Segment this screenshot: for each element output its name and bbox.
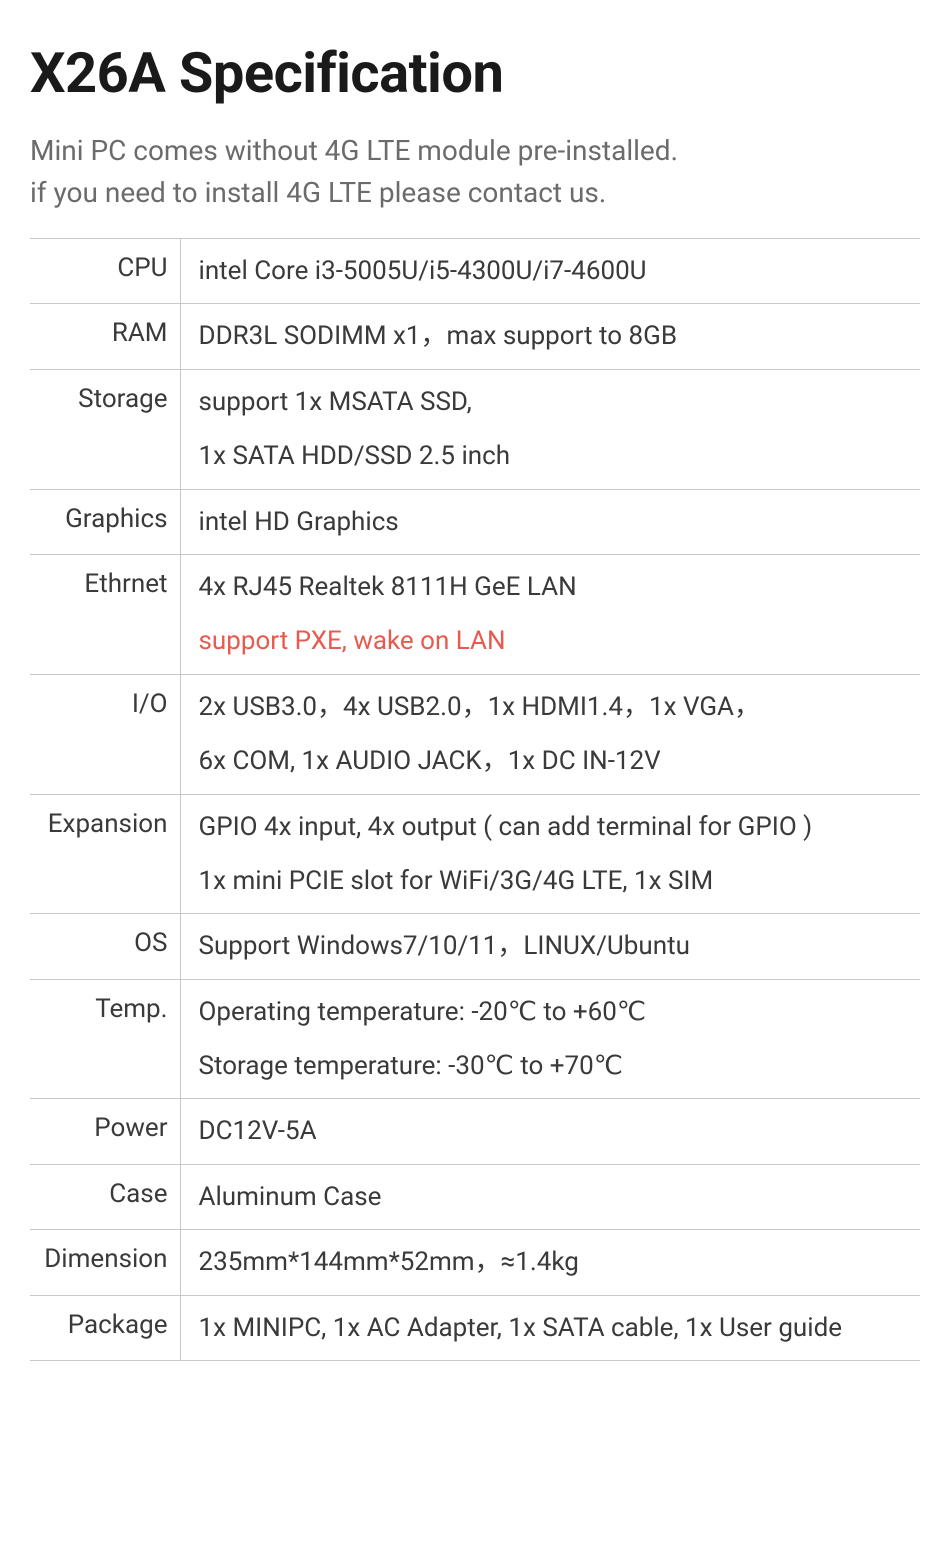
- spec-row: Graphics intel HD Graphics: [30, 489, 920, 554]
- spec-label: I/O: [30, 674, 180, 794]
- spec-value-line: Operating temperature: -20℃ to +60℃: [199, 994, 921, 1030]
- spec-value-line: Storage temperature: -30℃ to +70℃: [199, 1048, 921, 1084]
- spec-label: OS: [30, 914, 180, 979]
- spec-value: intel HD Graphics: [180, 489, 920, 554]
- spec-value-line: DDR3L SODIMM x1，max support to 8GB: [199, 318, 921, 354]
- spec-row: OS Support Windows7/10/11，LINUX/Ubuntu: [30, 914, 920, 979]
- spec-label: Package: [30, 1295, 180, 1360]
- spec-value: 2x USB3.0，4x USB2.0，1x HDMI1.4，1x VGA， 6x…: [180, 674, 920, 794]
- spec-value: support 1x MSATA SSD, 1x SATA HDD/SSD 2.5…: [180, 369, 920, 489]
- spec-label: RAM: [30, 304, 180, 369]
- spec-label: Power: [30, 1099, 180, 1164]
- spec-row: Power DC12V-5A: [30, 1099, 920, 1164]
- spec-value-line: 4x RJ45 Realtek 8111H GeE LAN: [199, 569, 921, 605]
- subtitle: Mini PC comes without 4G LTE module pre-…: [30, 130, 920, 214]
- spec-label: Expansion: [30, 794, 180, 914]
- spec-label: Temp.: [30, 979, 180, 1099]
- spec-value-line: 1x SATA HDD/SSD 2.5 inch: [199, 438, 921, 474]
- subtitle-line-2: if you need to install 4G LTE please con…: [30, 176, 606, 209]
- spec-value-line: 1x MINIPC, 1x AC Adapter, 1x SATA cable,…: [199, 1310, 921, 1346]
- spec-table: CPU intel Core i3-5005U/i5-4300U/i7-4600U…: [30, 238, 920, 1361]
- spec-row: Expansion GPIO 4x input, 4x output ( can …: [30, 794, 920, 914]
- spec-value-line: support PXE, wake on LAN: [199, 623, 921, 659]
- spec-label: Case: [30, 1164, 180, 1229]
- spec-value: DDR3L SODIMM x1，max support to 8GB: [180, 304, 920, 369]
- spec-value-line: 2x USB3.0，4x USB2.0，1x HDMI1.4，1x VGA，: [199, 689, 921, 725]
- spec-value-line: 6x COM, 1x AUDIO JACK，1x DC IN-12V: [199, 743, 921, 779]
- spec-label: Ethrnet: [30, 554, 180, 674]
- spec-row: Temp.Operating temperature: -20℃ to +60℃…: [30, 979, 920, 1099]
- spec-value: DC12V-5A: [180, 1099, 920, 1164]
- spec-page: X26A Specification Mini PC comes without…: [0, 0, 950, 1391]
- spec-label: Graphics: [30, 489, 180, 554]
- spec-value-line: intel Core i3-5005U/i5-4300U/i7-4600U: [199, 253, 921, 289]
- spec-value-line: GPIO 4x input, 4x output ( can add termi…: [199, 809, 921, 845]
- spec-label: Dimension: [30, 1230, 180, 1295]
- spec-value-line: DC12V-5A: [199, 1113, 921, 1149]
- spec-value-line: intel HD Graphics: [199, 504, 921, 540]
- spec-value: 4x RJ45 Realtek 8111H GeE LAN support PXE…: [180, 554, 920, 674]
- spec-value-line: 1x mini PCIE slot for WiFi/3G/4G LTE, 1x…: [199, 863, 921, 899]
- page-title: X26A Specification: [30, 40, 920, 106]
- spec-row: Package 1x MINIPC, 1x AC Adapter, 1x SATA…: [30, 1295, 920, 1360]
- spec-row: Ethrnet 4x RJ45 Realtek 8111H GeE LAN supp…: [30, 554, 920, 674]
- spec-value-line: support 1x MSATA SSD,: [199, 384, 921, 420]
- spec-row: I/O2x USB3.0，4x USB2.0，1x HDMI1.4，1x VGA…: [30, 674, 920, 794]
- spec-row: Case Aluminum Case: [30, 1164, 920, 1229]
- spec-value: 1x MINIPC, 1x AC Adapter, 1x SATA cable,…: [180, 1295, 920, 1360]
- spec-value-line: Aluminum Case: [199, 1179, 921, 1215]
- spec-row: RAM DDR3L SODIMM x1，max support to 8GB: [30, 304, 920, 369]
- spec-label: CPU: [30, 239, 180, 304]
- spec-value-line: Support Windows7/10/11，LINUX/Ubuntu: [199, 928, 921, 964]
- spec-row: Dimension 235mm*144mm*52mm，≈1.4kg: [30, 1230, 920, 1295]
- spec-value-line: 235mm*144mm*52mm，≈1.4kg: [199, 1244, 921, 1280]
- spec-value: GPIO 4x input, 4x output ( can add termi…: [180, 794, 920, 914]
- spec-value: 235mm*144mm*52mm，≈1.4kg: [180, 1230, 920, 1295]
- spec-row: CPU intel Core i3-5005U/i5-4300U/i7-4600U: [30, 239, 920, 304]
- spec-label: Storage: [30, 369, 180, 489]
- spec-value: Support Windows7/10/11，LINUX/Ubuntu: [180, 914, 920, 979]
- spec-value: intel Core i3-5005U/i5-4300U/i7-4600U: [180, 239, 920, 304]
- spec-value: Aluminum Case: [180, 1164, 920, 1229]
- subtitle-line-1: Mini PC comes without 4G LTE module pre-…: [30, 134, 678, 167]
- spec-value: Operating temperature: -20℃ to +60℃ Stora…: [180, 979, 920, 1099]
- spec-row: Storage support 1x MSATA SSD, 1x SATA HDD/…: [30, 369, 920, 489]
